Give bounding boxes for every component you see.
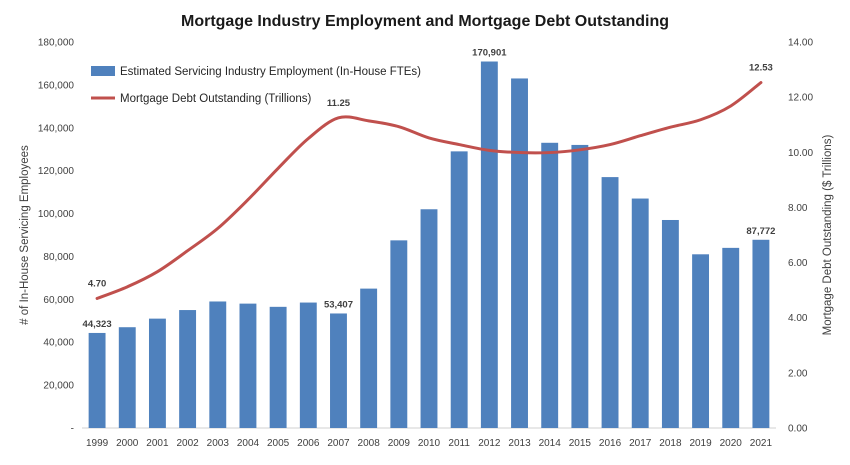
y2-tick-label: 4.00: [788, 313, 808, 324]
x-tick-label: 2010: [418, 438, 441, 449]
y-tick-label: 20,000: [43, 381, 74, 392]
legend: Estimated Servicing Industry Employment …: [91, 66, 421, 105]
x-tick-label: 2011: [448, 438, 470, 449]
x-tick-label: 2020: [720, 438, 743, 449]
data-label: 12.53: [749, 63, 773, 74]
bar: [601, 177, 619, 428]
x-tick-label: 2012: [478, 438, 501, 449]
y-tick-label: 120,000: [38, 166, 75, 177]
legend-swatch-bar: [91, 66, 115, 76]
y-tick-label: 140,000: [38, 123, 75, 134]
y2-axis-title: Mortgage Debt Outstanding ($ Trillions): [822, 134, 834, 335]
x-tick-label: 2000: [116, 438, 139, 449]
bar: [360, 288, 378, 428]
data-label: 53,407: [324, 299, 353, 310]
x-tick-label: 2015: [569, 438, 592, 449]
bar: [511, 78, 528, 428]
x-tick-label: 2002: [176, 438, 199, 449]
bar: [631, 198, 649, 428]
bar: [661, 219, 679, 428]
data-label: 170,901: [472, 48, 507, 59]
y-tick-label: 40,000: [43, 338, 74, 349]
x-tick-label: 1999: [86, 438, 109, 449]
data-label: 11.25: [327, 98, 351, 109]
bar: [299, 302, 317, 428]
chart-title: Mortgage Industry Employment and Mortgag…: [181, 13, 669, 30]
bar: [118, 327, 136, 428]
bar: [450, 151, 468, 428]
x-tick-label: 2008: [358, 438, 381, 449]
y-tick-label: 180,000: [38, 38, 75, 49]
y-tick-label: 160,000: [38, 80, 75, 91]
y-tick-label: 80,000: [43, 252, 74, 263]
x-tick-label: 2013: [508, 438, 531, 449]
axes: - 20,000 40,000 60,000 80,000 100,000 120,000 1…: [19, 38, 834, 450]
x-tick-label: 2009: [388, 438, 411, 449]
y-tick-label: 100,000: [38, 209, 75, 220]
bar: [88, 332, 106, 428]
x-tick-label: 2017: [629, 438, 652, 449]
x-tick-label: 2019: [689, 438, 712, 449]
bar: [390, 240, 408, 428]
x-tick-label: 2007: [327, 438, 350, 449]
bar: [692, 254, 710, 428]
legend-label: Estimated Servicing Industry Employment …: [120, 66, 421, 78]
y2-tick-label: 10.00: [788, 148, 813, 159]
y2-tick-label: 0.00: [788, 424, 808, 435]
line-series: [95, 81, 763, 300]
data-labels: 44,323 53,407 170,901 87,772 4.70 11.25 12.53: [83, 48, 776, 330]
x-tick-label: 2018: [659, 438, 682, 449]
bar: [148, 318, 166, 428]
x-tick-label: 2004: [237, 438, 260, 449]
bar: [420, 209, 438, 428]
bar: [722, 247, 740, 428]
y2-tick-label: 12.00: [788, 93, 813, 104]
bar: [269, 306, 287, 428]
data-label: 4.70: [88, 278, 107, 289]
bar: [480, 61, 498, 428]
y2-tick-label: 14.00: [788, 38, 813, 49]
data-label: 87,772: [746, 226, 775, 237]
x-tick-label: 2001: [146, 438, 169, 449]
legend-label: Mortgage Debt Outstanding (Trillions): [120, 93, 311, 105]
bar-series: [88, 61, 770, 429]
y2-tick-label: 2.00: [788, 368, 808, 379]
x-tick-label: 2006: [297, 438, 320, 449]
bar: [541, 142, 559, 429]
x-tick-label: 2014: [539, 438, 562, 449]
bar: [239, 303, 257, 428]
data-label: 44,323: [83, 319, 112, 330]
x-tick-label: 2003: [207, 438, 230, 449]
series-line: [95, 81, 763, 300]
x-tick-label: 2005: [267, 438, 290, 449]
bar: [752, 239, 770, 428]
y2-tick-label: 6.00: [788, 258, 808, 269]
y-tick-label: -: [71, 424, 74, 435]
y-tick-label: 60,000: [43, 295, 74, 306]
y-axis-title: # of In-House Servicing Employees: [19, 145, 31, 325]
bar: [209, 301, 227, 428]
y2-tick-label: 8.00: [788, 203, 808, 214]
bar: [330, 313, 347, 428]
x-tick-label: 2016: [599, 438, 622, 449]
bar: [571, 144, 589, 428]
bar: [179, 310, 197, 428]
x-tick-label: 2021: [750, 438, 773, 449]
